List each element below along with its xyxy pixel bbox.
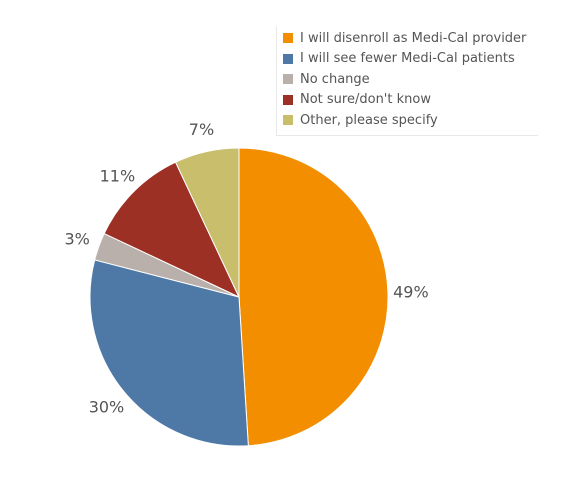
legend-item[interactable]: Not sure/don't know [283,90,538,111]
slice-value-label: 7% [189,120,214,139]
slice-value-label: 11% [100,166,136,185]
legend-item[interactable]: Other, please specify [283,110,538,131]
slice-value-label: 30% [89,398,125,417]
slice-value-label: 3% [64,230,89,249]
legend-label: I will see fewer Medi-Cal patients [300,51,515,67]
slice-value-label: 49% [393,283,429,302]
legend-label: Other, please specify [300,112,438,128]
legend-label: I will disenroll as Medi-Cal provider [300,30,527,46]
legend-swatch [283,33,293,44]
legend-label: Not sure/don't know [300,92,431,108]
legend-item[interactable]: No change [283,69,538,90]
legend-swatch [283,115,293,126]
slice-disenroll[interactable] [238,147,389,447]
legend-label: No change [300,71,370,87]
legend-item[interactable]: I will see fewer Medi-Cal patients [283,49,538,70]
legend-swatch [283,53,293,64]
legend-item[interactable]: I will disenroll as Medi-Cal provider [283,28,538,49]
legend-swatch [283,94,293,105]
slice-not-sure[interactable] [103,161,241,299]
slice-labels: 49% 30% 3% 11% 7% [64,120,428,416]
legend: I will disenroll as Medi-Cal provider I … [276,26,538,136]
slice-other[interactable] [174,147,240,298]
slice-fewer-patients[interactable] [89,259,249,447]
legend-swatch [283,74,293,85]
pie-slices [89,147,389,447]
